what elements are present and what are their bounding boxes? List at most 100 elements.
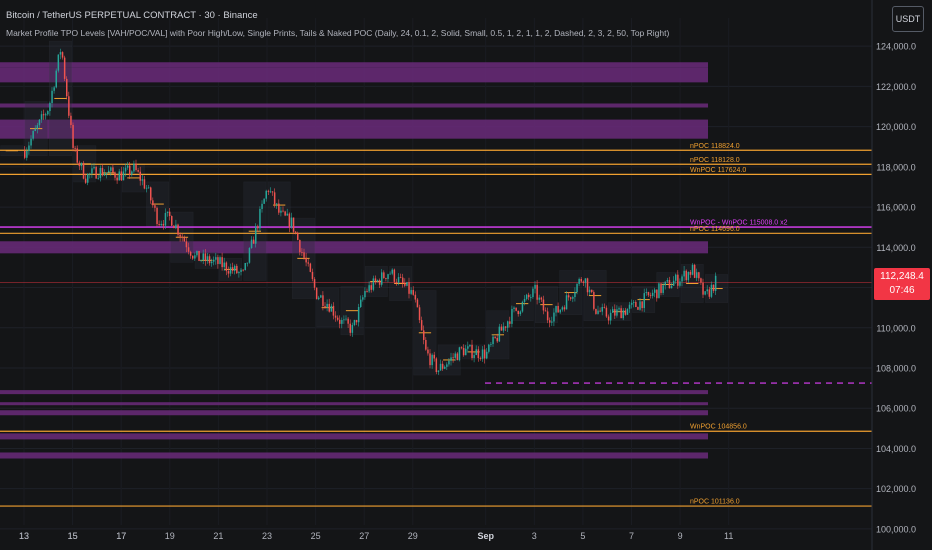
candle-body	[399, 277, 402, 278]
candle-body	[385, 278, 387, 280]
candle-body	[124, 167, 127, 172]
candle-body	[670, 285, 673, 289]
candle-body	[185, 241, 188, 248]
candle-body	[609, 312, 612, 321]
indicator-legend[interactable]: Market Profile TPO Levels [VAH/POC/VAL] …	[6, 28, 670, 38]
candle-body	[357, 306, 360, 323]
candle-body	[677, 274, 679, 286]
candle-body	[152, 200, 154, 206]
candle-body	[101, 167, 104, 176]
candle-body	[513, 307, 515, 310]
candle-body	[166, 211, 169, 213]
candle-body	[82, 162, 85, 179]
candle-body	[496, 337, 498, 342]
candle-body	[40, 114, 43, 120]
candle-body	[588, 289, 591, 293]
candle-body	[261, 203, 263, 209]
candle-body	[525, 294, 528, 299]
candle-body	[458, 347, 461, 361]
candle-body	[84, 178, 87, 183]
candle-body	[292, 217, 295, 232]
candle-body	[372, 278, 375, 290]
candle-body	[198, 250, 200, 262]
y-tick-label: 106,000.0	[876, 404, 916, 414]
candle-body	[378, 280, 381, 285]
candle-body	[334, 315, 337, 318]
single-print-zone	[0, 62, 708, 68]
candle-body	[59, 52, 62, 55]
single-print-zone	[0, 402, 708, 406]
candle-body	[259, 208, 261, 229]
candle-body	[530, 297, 532, 298]
candle-body	[616, 309, 618, 316]
candle-body	[240, 269, 242, 272]
candle-body	[603, 306, 606, 308]
candle-body	[173, 225, 175, 229]
candle-body	[710, 284, 713, 297]
candle-body	[332, 305, 335, 316]
poc-level-label: WnPOC 104856.0	[690, 424, 747, 431]
x-tick-label: 19	[165, 531, 175, 541]
candle-body	[288, 213, 291, 228]
candle-body	[580, 278, 582, 282]
candle-body	[336, 317, 339, 320]
candle-body	[509, 321, 511, 324]
candle-body	[263, 198, 265, 204]
candle-body	[74, 147, 76, 149]
candle-body	[355, 319, 358, 323]
candle-body	[150, 187, 152, 201]
candle-body	[679, 281, 681, 286]
candle-body	[236, 265, 238, 274]
candle-body	[647, 292, 650, 296]
candle-body	[112, 167, 114, 173]
candle-body	[511, 309, 513, 324]
candle-body	[97, 177, 99, 179]
candle-body	[118, 171, 120, 181]
candle-body	[691, 264, 694, 275]
candle-body	[469, 344, 471, 347]
candle-body	[315, 287, 318, 300]
symbol-title[interactable]: Bitcoin / TetherUS PERPETUAL CONTRACT · …	[6, 10, 258, 21]
candle-body	[49, 103, 51, 112]
candle-body	[164, 212, 167, 226]
x-tick-label: 17	[116, 531, 126, 541]
candle-body	[28, 145, 30, 152]
candle-body	[78, 162, 81, 167]
candle-body	[418, 307, 421, 321]
candle-body	[582, 281, 585, 283]
candle-body	[544, 310, 547, 312]
candle-body	[425, 339, 427, 350]
candle-body	[519, 311, 522, 315]
candle-body	[465, 348, 467, 356]
candle-body	[362, 297, 364, 300]
currency-button[interactable]: USDT	[892, 6, 924, 32]
candle-body	[593, 292, 595, 309]
candle-body	[120, 171, 123, 181]
candle-body	[626, 308, 629, 315]
candle-body	[135, 163, 137, 171]
candle-body	[591, 289, 593, 293]
candle-body	[437, 370, 440, 373]
candle-body	[95, 166, 97, 179]
candle-body	[528, 294, 530, 298]
x-tick-label: 3	[532, 531, 537, 541]
candle-body	[412, 290, 414, 295]
candle-body	[87, 173, 89, 183]
candle-body	[141, 179, 144, 181]
candle-body	[189, 251, 192, 256]
candle-body	[542, 299, 545, 311]
candle-body	[187, 247, 190, 252]
candle-body	[714, 275, 717, 291]
candle-body	[353, 319, 356, 326]
candle-body	[32, 130, 34, 139]
candle-body	[171, 216, 173, 226]
candle-body	[639, 301, 641, 310]
candle-body	[301, 252, 303, 253]
candle-body	[391, 269, 393, 274]
candle-body	[26, 151, 28, 158]
candle-body	[641, 301, 643, 309]
candle-body	[105, 172, 108, 174]
candle-body	[402, 277, 404, 284]
candle-body	[408, 282, 410, 294]
